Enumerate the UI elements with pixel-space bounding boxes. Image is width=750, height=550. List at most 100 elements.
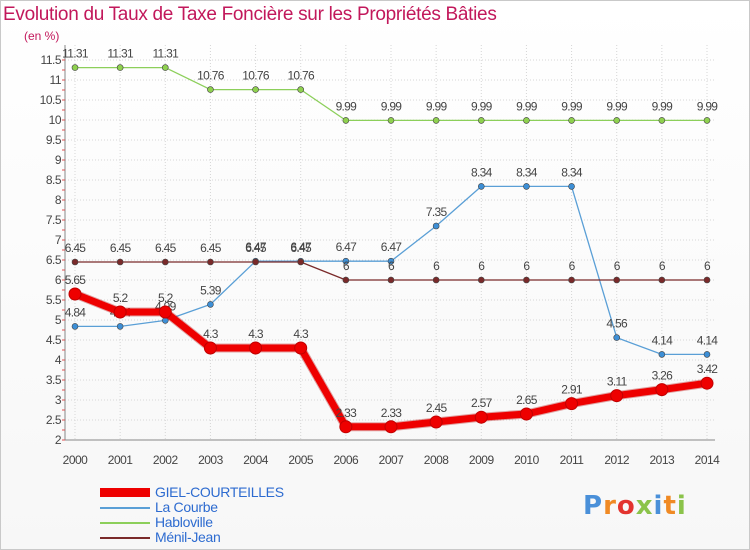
data-point-m-nil-jean [477, 276, 485, 284]
data-point-m-nil-jean [297, 258, 305, 266]
data-label-m-nil-jean: 6 [343, 259, 350, 273]
data-point-m-nil-jean [252, 258, 259, 266]
data-label-m-nil-jean: 6 [478, 259, 485, 273]
data-label-la-courbe: 6.47 [336, 240, 358, 254]
data-point-habloville [342, 117, 350, 124]
unit-label: (en %) [24, 29, 60, 43]
legend-swatch [100, 506, 150, 509]
data-label-habloville: 11.31 [152, 47, 179, 61]
data-point-habloville [477, 117, 485, 124]
data-point-la-courbe [387, 257, 395, 265]
data-label-m-nil-jean: 6 [704, 259, 711, 273]
data-label-giel-courteilles: 2.57 [471, 396, 493, 410]
legend-label: Ménil-Jean [155, 529, 221, 545]
data-point-giel-courteilles [655, 383, 669, 397]
data-point-habloville [161, 64, 169, 71]
logo-letter: x [635, 491, 654, 521]
y-tick-label: 8 [55, 193, 62, 207]
legend-label: Habloville [155, 514, 213, 530]
data-label-habloville: 9.99 [471, 99, 493, 113]
data-label-giel-courteilles: 5.2 [113, 291, 129, 305]
x-tick-label: 2003 [198, 453, 224, 467]
data-label-giel-courteilles: 2.91 [561, 383, 583, 397]
data-label-giel-courteilles: 2.45 [426, 401, 448, 415]
y-tick-label: 2 [55, 433, 62, 447]
data-point-habloville [703, 117, 711, 124]
x-tick-label: 2006 [334, 453, 360, 467]
data-point-m-nil-jean [161, 258, 169, 266]
data-point-giel-courteilles [429, 415, 443, 429]
data-point-la-courbe [71, 323, 79, 330]
data-label-giel-courteilles: 4.3 [203, 327, 219, 341]
y-tick-label: 2.5 [46, 413, 62, 427]
data-label-la-courbe: 4.56 [606, 317, 628, 331]
y-tick-label: 7.5 [46, 213, 62, 227]
data-label-habloville: 9.99 [561, 99, 583, 113]
data-label-m-nil-jean: 6.45 [110, 241, 132, 255]
data-point-m-nil-jean [387, 276, 395, 284]
data-label-giel-courteilles: 5.2 [158, 291, 174, 305]
y-tick-label: 11 [50, 73, 62, 87]
data-point-giel-courteilles [113, 305, 127, 319]
data-label-giel-courteilles: 3.26 [652, 369, 674, 383]
data-label-giel-courteilles: 2.33 [381, 406, 403, 420]
data-label-habloville: 10.76 [242, 69, 270, 83]
data-label-m-nil-jean: 6 [433, 259, 440, 273]
x-tick-label: 2001 [108, 453, 134, 467]
data-point-m-nil-jean [613, 276, 621, 284]
data-label-m-nil-jean: 6.45 [245, 241, 267, 255]
data-label-la-courbe: 6.47 [245, 240, 267, 254]
y-tick-label: 5 [55, 313, 62, 327]
data-label-habloville: 9.99 [697, 99, 719, 113]
data-point-la-courbe [116, 323, 124, 330]
x-tick-label: 2013 [650, 453, 676, 467]
y-tick-label: 10 [49, 113, 62, 127]
data-point-giel-courteilles [610, 389, 624, 403]
data-point-m-nil-jean [432, 276, 440, 284]
x-tick-label: 2012 [604, 453, 630, 467]
data-point-m-nil-jean [658, 276, 666, 284]
x-tick-label: 2009 [469, 453, 495, 467]
data-point-m-nil-jean [523, 276, 530, 284]
data-point-giel-courteilles [339, 420, 353, 434]
data-label-la-courbe: 6.47 [381, 240, 403, 254]
data-point-giel-courteilles [68, 287, 82, 301]
data-point-m-nil-jean [568, 276, 575, 284]
data-label-habloville: 9.99 [606, 99, 628, 113]
data-label-habloville: 9.99 [426, 99, 448, 113]
y-tick-label: 4 [55, 353, 62, 367]
data-point-habloville [297, 86, 305, 93]
y-tick-label: 3 [55, 393, 62, 407]
data-point-habloville [71, 64, 79, 71]
data-point-m-nil-jean [207, 258, 214, 266]
data-label-la-courbe: 8.34 [471, 165, 493, 179]
data-label-m-nil-jean: 6.45 [200, 241, 222, 255]
x-tick-label: 2008 [424, 453, 450, 467]
data-point-giel-courteilles [384, 420, 398, 434]
data-point-giel-courteilles [294, 341, 308, 355]
data-label-giel-courteilles: 5.65 [65, 273, 87, 287]
data-point-la-courbe [703, 351, 711, 358]
data-point-la-courbe [207, 301, 214, 308]
data-label-la-courbe: 8.34 [516, 165, 538, 179]
data-label-giel-courteilles: 3.42 [697, 362, 719, 376]
data-label-habloville: 9.99 [336, 99, 358, 113]
data-label-giel-courteilles: 4.3 [248, 327, 264, 341]
y-tick-label: 10.5 [40, 93, 62, 107]
legend-item: La Courbe [100, 500, 284, 515]
legend-swatch [100, 521, 150, 524]
x-tick-label: 2002 [153, 453, 179, 467]
data-label-habloville: 11.31 [62, 47, 89, 61]
data-label-habloville: 9.99 [516, 99, 538, 113]
data-point-habloville [387, 117, 395, 124]
x-tick-label: 2000 [63, 453, 89, 467]
data-point-la-courbe [432, 222, 440, 230]
y-tick-label: 9 [55, 153, 62, 167]
data-point-giel-courteilles [158, 305, 172, 319]
x-tick-label: 2011 [560, 453, 585, 467]
legend-item: GIEL-COURTEILLES [100, 485, 284, 500]
data-label-habloville: 11.31 [107, 47, 134, 61]
data-point-la-courbe [613, 334, 621, 341]
